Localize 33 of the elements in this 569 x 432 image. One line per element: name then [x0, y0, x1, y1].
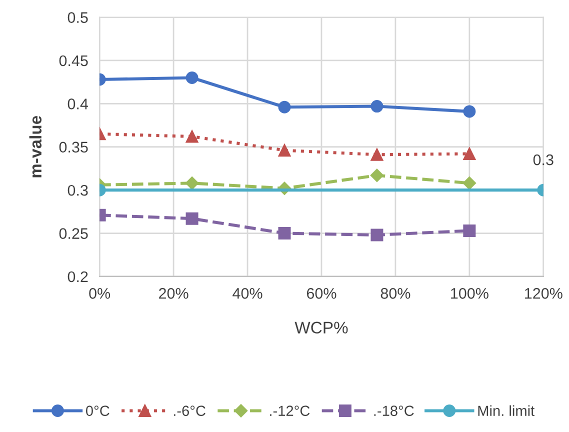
- x-tick-label: 20%: [159, 288, 188, 299]
- y-axis-title: m-value: [29, 116, 42, 178]
- y-tick-label: 0.35: [59, 142, 88, 153]
- legend-label: .-12°C: [270, 406, 310, 416]
- x-tick-label: 120%: [525, 288, 562, 299]
- point: [463, 224, 476, 237]
- y-tick-label: 0.3: [68, 184, 88, 196]
- legend-label: Min. limit: [478, 405, 535, 416]
- data-label: 0.3: [533, 154, 554, 166]
- legend-label: 0°C: [86, 406, 110, 416]
- y-tick-label: 0.25: [59, 228, 88, 239]
- point: [370, 100, 384, 113]
- point: [278, 100, 291, 114]
- x-tick-label: 100%: [451, 288, 488, 299]
- x-tick-label: 80%: [380, 288, 410, 299]
- x-tick-label: 40%: [232, 288, 262, 299]
- y-tick-label: 0.45: [59, 55, 88, 66]
- legend-label: .-18°C: [374, 406, 414, 416]
- point: [463, 148, 476, 160]
- x-tick-label: 60%: [306, 288, 336, 299]
- legend-label: .-6°C: [174, 406, 206, 416]
- point: [370, 228, 384, 242]
- y-tick-label: 0.5: [68, 12, 88, 23]
- point: [463, 105, 476, 118]
- point: [370, 168, 384, 182]
- point: [278, 227, 291, 240]
- x-tick-label: 0%: [89, 288, 110, 299]
- x-axis-title: WCP%: [294, 322, 348, 334]
- point: [462, 176, 476, 190]
- point: [370, 148, 384, 161]
- y-tick-label: 0.2: [68, 271, 88, 282]
- point: [278, 144, 291, 157]
- y-tick-label: 0.4: [68, 98, 88, 110]
